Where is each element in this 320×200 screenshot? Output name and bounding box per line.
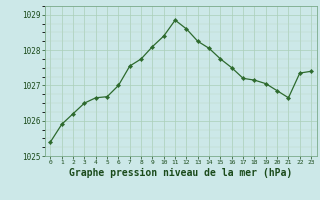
X-axis label: Graphe pression niveau de la mer (hPa): Graphe pression niveau de la mer (hPa) — [69, 168, 292, 178]
